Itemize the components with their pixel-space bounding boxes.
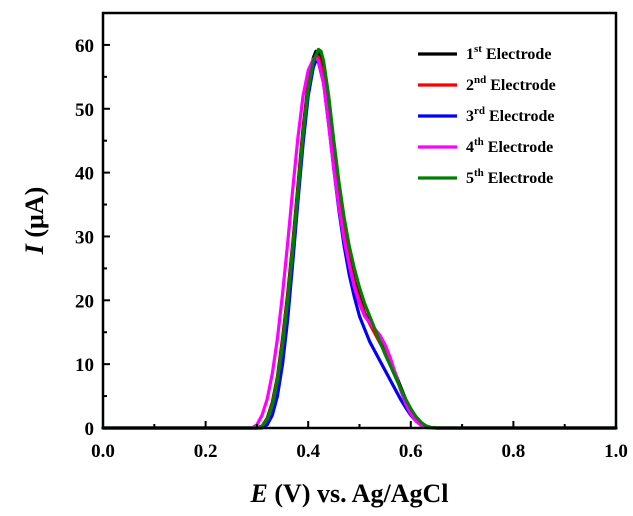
y-tick-label: 50	[75, 100, 94, 121]
y-tick-label: 0	[85, 419, 95, 440]
y-tick-label: 30	[75, 227, 94, 248]
y-tick-label: 20	[75, 291, 94, 312]
legend: 1st Electrode 2nd Electrode 3rd Electrode 4…	[418, 43, 556, 187]
x-tick-label: 0.6	[399, 441, 423, 462]
legend-item-2: 2nd Electrode	[418, 74, 556, 94]
y-axis-ticks: 0 10 20 30 40 50 60	[75, 36, 110, 440]
legend-label: 1st Electrode	[466, 43, 551, 63]
legend-label: 4th Electrode	[466, 136, 553, 156]
x-tick-label: 0.8	[502, 441, 526, 462]
legend-item-5: 5th Electrode	[418, 167, 553, 187]
plot-lines	[101, 47, 618, 430]
x-tick-label: 0.4	[296, 441, 320, 462]
series-line-5	[101, 47, 618, 430]
plot-frame	[101, 11, 618, 430]
x-axis-title: E (V) vs. Ag/AgCl	[250, 479, 449, 508]
x-axis-ticks: 0.0 0.2 0.4 0.6 0.8 1.0	[91, 421, 628, 462]
y-tick-label: 10	[75, 355, 94, 376]
y-tick-label: 60	[75, 36, 94, 57]
y-axis-title: I (μA)	[20, 187, 49, 255]
legend-label: 3rd Electrode	[466, 105, 554, 125]
legend-label: 2nd Electrode	[466, 74, 556, 94]
x-tick-label: 0.0	[91, 441, 115, 462]
legend-item-3: 3rd Electrode	[418, 105, 554, 125]
legend-item-4: 4th Electrode	[418, 136, 553, 156]
x-tick-label: 1.0	[604, 441, 628, 462]
x-tick-label: 0.2	[194, 441, 218, 462]
legend-item-1: 1st Electrode	[418, 43, 551, 63]
y-tick-label: 40	[75, 164, 94, 185]
legend-label: 5th Electrode	[466, 167, 553, 187]
